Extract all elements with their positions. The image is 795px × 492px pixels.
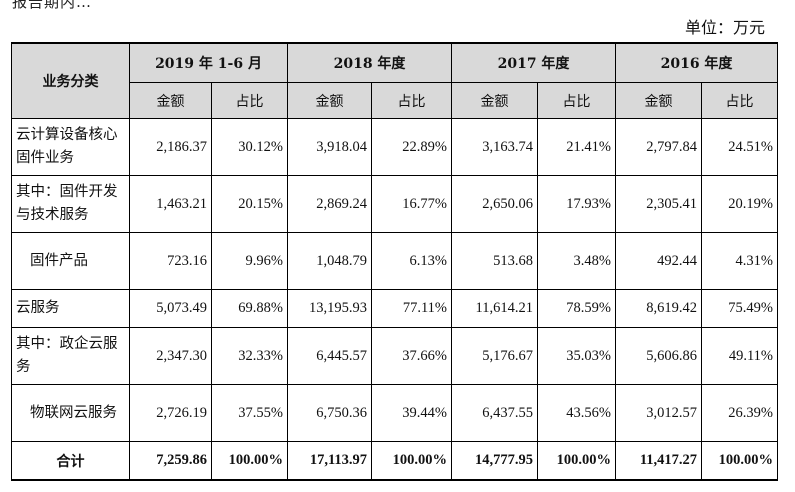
- cell-amount: 3,163.74: [451, 118, 539, 176]
- cell-amount: 11,417.27: [615, 441, 703, 481]
- cell-amount: 5,176.67: [451, 327, 539, 385]
- cell-amount: 7,259.86: [129, 441, 212, 481]
- business-revenue-table: 业务分类 2019 年 1-6 月 2018 年度 2017 年度 2016 年…: [11, 42, 779, 481]
- cut-off-heading: 报告期内…: [12, 0, 93, 11]
- header-amount: 金额: [129, 82, 212, 119]
- table-row: 物联网云服务 2,726.19 37.55% 6,750.36 39.44% 6…: [11, 384, 779, 442]
- cell-amount: 2,797.84: [615, 118, 703, 176]
- cell-amount: 17,113.97: [287, 441, 373, 481]
- header-ratio: 占比: [210, 82, 289, 119]
- cell-ratio: 100.00%: [371, 441, 453, 481]
- header-ratio: 占比: [371, 82, 453, 119]
- cell-amount: 13,195.93: [287, 289, 373, 328]
- total-row: 合计 7,259.86 100.00% 17,113.97 100.00% 14…: [11, 441, 779, 481]
- cell-ratio: 43.56%: [537, 384, 617, 442]
- table-row: 固件产品 723.16 9.96% 1,048.79 6.13% 513.68 …: [11, 232, 779, 290]
- header-amount: 金额: [451, 82, 539, 119]
- cell-amount: 14,777.95: [451, 441, 539, 481]
- total-label: 合计: [11, 441, 130, 481]
- cell-ratio: 24.51%: [701, 118, 779, 176]
- cell-ratio: 77.11%: [371, 289, 453, 328]
- cell-ratio: 6.13%: [371, 232, 453, 290]
- row-label: 其中：政企云服务: [11, 327, 130, 385]
- row-label: 其中：固件开发与技术服务: [11, 175, 130, 233]
- cell-amount: 8,619.42: [615, 289, 703, 328]
- cell-amount: 6,750.36: [287, 384, 373, 442]
- cell-ratio: 22.89%: [371, 118, 453, 176]
- cell-ratio: 69.88%: [210, 289, 289, 328]
- cell-ratio: 75.49%: [701, 289, 779, 328]
- cell-amount: 11,614.21: [451, 289, 539, 328]
- header-period: 2016 年度: [615, 42, 779, 83]
- header-row-measures: 金额 占比 金额 占比 金额 占比 金额 占比: [12, 82, 779, 119]
- cell-ratio: 4.31%: [701, 232, 779, 290]
- header-period: 2017 年度: [451, 42, 617, 83]
- cell-ratio: 26.39%: [701, 384, 779, 442]
- header-category: 业务分类: [11, 42, 130, 119]
- cell-ratio: 30.12%: [210, 118, 289, 176]
- cell-amount: 1,048.79: [287, 232, 373, 290]
- row-label: 固件产品: [11, 232, 130, 290]
- cell-amount: 2,305.41: [615, 175, 703, 233]
- row-label: 云计算设备核心固件业务: [11, 118, 130, 176]
- cell-amount: 2,650.06: [451, 175, 539, 233]
- unit-label: 单位：万元: [684, 18, 765, 37]
- cell-amount: 5,073.49: [129, 289, 212, 328]
- cell-ratio: 78.59%: [537, 289, 617, 328]
- row-label: 云服务: [11, 289, 130, 328]
- cell-ratio: 21.41%: [537, 118, 617, 176]
- cell-ratio: 20.19%: [701, 175, 779, 233]
- table-row: 其中：固件开发与技术服务 1,463.21 20.15% 2,869.24 16…: [11, 175, 779, 233]
- header-amount: 金额: [287, 82, 373, 119]
- cell-ratio: 35.03%: [537, 327, 617, 385]
- cell-ratio: 100.00%: [701, 441, 779, 481]
- cell-ratio: 16.77%: [371, 175, 453, 233]
- cell-amount: 5,606.86: [615, 327, 703, 385]
- cell-amount: 513.68: [451, 232, 539, 290]
- cell-amount: 723.16: [129, 232, 212, 290]
- table-row: 云计算设备核心固件业务 2,186.37 30.12% 3,918.04 22.…: [11, 118, 779, 176]
- cell-amount: 3,012.57: [615, 384, 703, 442]
- cell-ratio: 20.15%: [210, 175, 289, 233]
- cell-ratio: 37.66%: [371, 327, 453, 385]
- cell-amount: 2,869.24: [287, 175, 373, 233]
- table-row: 其中：政企云服务 2,347.30 32.33% 6,445.57 37.66%…: [11, 327, 779, 385]
- row-label: 物联网云服务: [11, 384, 130, 442]
- header-period: 2018 年度: [287, 42, 453, 83]
- cell-ratio: 100.00%: [210, 441, 289, 481]
- header-ratio: 占比: [701, 82, 779, 119]
- cell-ratio: 49.11%: [701, 327, 779, 385]
- cell-amount: 6,445.57: [287, 327, 373, 385]
- cell-ratio: 100.00%: [537, 441, 617, 481]
- cell-amount: 2,726.19: [129, 384, 212, 442]
- header-ratio: 占比: [537, 82, 617, 119]
- header-row-periods: 业务分类 2019 年 1-6 月 2018 年度 2017 年度 2016 年…: [11, 42, 779, 119]
- cell-amount: 1,463.21: [129, 175, 212, 233]
- cell-ratio: 9.96%: [210, 232, 289, 290]
- cell-amount: 492.44: [615, 232, 703, 290]
- cell-amount: 2,186.37: [129, 118, 212, 176]
- header-period: 2019 年 1-6 月: [128, 42, 289, 83]
- header-amount: 金额: [615, 82, 703, 119]
- cell-amount: 3,918.04: [287, 118, 373, 176]
- cell-amount: 6,437.55: [451, 384, 539, 442]
- cell-ratio: 37.55%: [210, 384, 289, 442]
- table-row: 云服务 5,073.49 69.88% 13,195.93 77.11% 11,…: [11, 289, 779, 328]
- cell-amount: 2,347.30: [129, 327, 212, 385]
- cell-ratio: 32.33%: [210, 327, 289, 385]
- cell-ratio: 39.44%: [371, 384, 453, 442]
- cell-ratio: 17.93%: [537, 175, 617, 233]
- cell-ratio: 3.48%: [537, 232, 617, 290]
